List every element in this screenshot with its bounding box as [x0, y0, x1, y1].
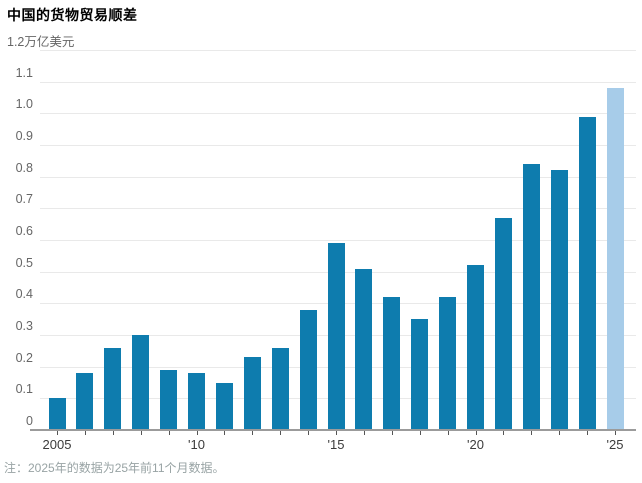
y-tick-label: 0.9	[15, 129, 33, 143]
y-tick-label: 1.1	[15, 65, 33, 80]
x-axis-tick	[559, 431, 561, 435]
bar-2013	[271, 347, 289, 430]
bar-2016	[355, 268, 373, 430]
x-tick-label: 2005	[42, 437, 72, 452]
y-tick-label: 0.1	[15, 382, 33, 397]
y-tick-label: 0.7	[15, 192, 33, 207]
x-tick-label: '15	[327, 437, 345, 452]
bar-2022	[522, 164, 540, 430]
chart-title: 中国的货物贸易顺差	[7, 7, 138, 23]
bar-2010	[188, 373, 205, 430]
gridline	[40, 240, 636, 241]
x-axis-tick	[224, 431, 226, 435]
bar-2023	[550, 170, 568, 430]
bar-2014	[299, 309, 317, 430]
bar-2007	[104, 347, 122, 430]
x-axis-tick	[615, 431, 616, 435]
y-tick-label: 0.6	[15, 224, 33, 238]
x-axis-line	[30, 429, 636, 431]
y-tick-label: 0.5	[15, 255, 33, 270]
bar-2021	[494, 217, 512, 430]
x-tick-label: '25	[606, 437, 624, 452]
bar-2005	[48, 398, 66, 430]
bar-2015	[327, 243, 345, 430]
bar-2024	[578, 116, 596, 430]
x-axis-tick	[419, 431, 421, 435]
x-axis-tick	[57, 431, 58, 435]
gridline	[40, 113, 636, 115]
x-axis-tick	[308, 431, 310, 435]
x-axis-tick	[84, 431, 86, 435]
x-axis-tick	[531, 431, 533, 435]
bar-2019	[439, 297, 457, 430]
x-axis-tick	[587, 431, 589, 435]
y-tick-label: 1.0	[15, 97, 33, 112]
bar-2025	[606, 88, 624, 430]
x-axis-tick	[503, 431, 505, 435]
x-axis-tick	[391, 431, 393, 435]
x-axis-tick	[196, 431, 198, 435]
x-axis-tick	[112, 431, 114, 435]
y-axis-unit-label: 1.2万亿美元	[7, 35, 75, 49]
bar-2008	[132, 335, 150, 430]
gridline	[40, 50, 636, 51]
gridline	[40, 208, 636, 210]
y-tick-label: 0.8	[15, 160, 33, 175]
x-tick-label: '20	[467, 437, 484, 452]
footnote: 注：2025年的数据为25年前11个月数据。	[4, 461, 225, 475]
bar-2006	[76, 373, 94, 430]
gridline	[40, 145, 636, 146]
y-tick-label: 0	[26, 414, 33, 428]
bar-2017	[383, 297, 401, 430]
bar-2018	[411, 319, 429, 430]
x-axis-tick	[475, 431, 477, 435]
x-tick-label: '10	[188, 437, 205, 452]
x-axis-tick	[168, 431, 170, 435]
y-tick-label: 0.2	[15, 350, 33, 365]
y-tick-label: 0.3	[15, 319, 33, 333]
bar-2009	[160, 369, 178, 430]
bar-2011	[215, 382, 233, 430]
x-axis-tick	[140, 431, 142, 435]
bar-2020	[467, 265, 484, 430]
x-axis-tick	[280, 431, 282, 435]
x-axis-tick	[363, 431, 365, 435]
gridline	[40, 176, 636, 178]
x-axis-tick	[336, 431, 337, 435]
y-tick-label: 0.4	[15, 287, 33, 302]
bar-2012	[243, 357, 261, 430]
x-axis-tick	[447, 431, 449, 435]
gridline	[40, 81, 636, 83]
x-axis-tick	[252, 431, 254, 435]
